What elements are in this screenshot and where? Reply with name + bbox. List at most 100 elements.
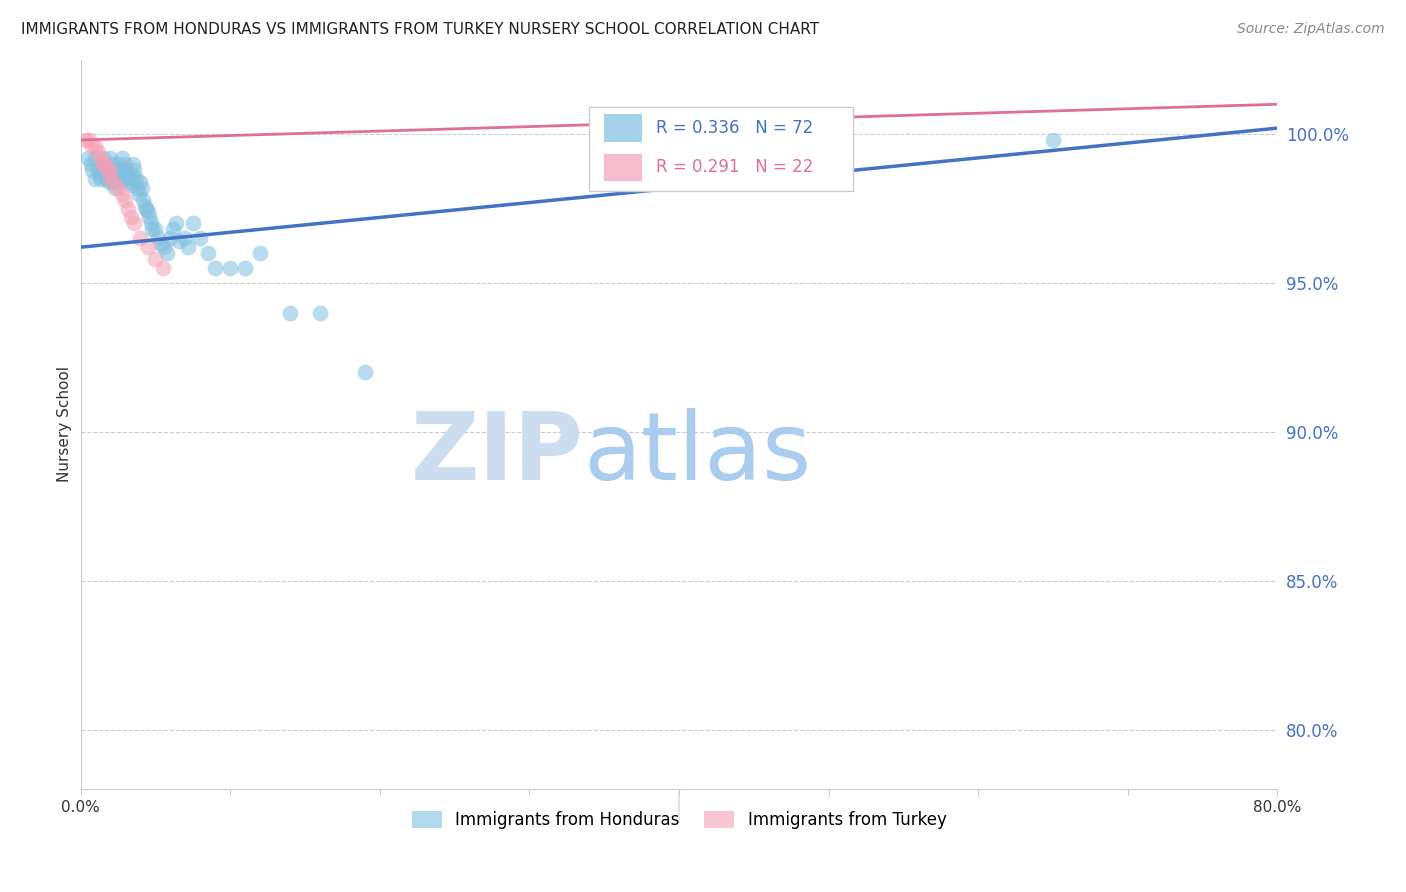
- Point: [101, 157, 124, 171]
- Point: [103, 175, 125, 189]
- Point: [103, 162, 125, 177]
- Point: [138, 211, 160, 225]
- Point: [233, 261, 256, 276]
- Point: [136, 204, 159, 219]
- Point: [100, 151, 122, 165]
- Point: [114, 157, 136, 171]
- Point: [219, 261, 242, 276]
- Point: [114, 193, 136, 207]
- Y-axis label: Nursery School: Nursery School: [58, 367, 72, 483]
- Point: [84, 151, 107, 165]
- Text: Source: ZipAtlas.com: Source: ZipAtlas.com: [1237, 22, 1385, 37]
- Point: [90, 151, 112, 165]
- Point: [111, 151, 134, 165]
- Point: [90, 171, 112, 186]
- Point: [174, 231, 197, 245]
- Point: [111, 162, 134, 177]
- Point: [104, 180, 127, 194]
- Point: [278, 306, 301, 320]
- Point: [249, 246, 271, 260]
- Point: [117, 169, 139, 183]
- Point: [122, 157, 145, 171]
- Legend: Immigrants from Honduras, Immigrants from Turkey: Immigrants from Honduras, Immigrants fro…: [405, 804, 953, 836]
- Text: atlas: atlas: [583, 408, 811, 500]
- Point: [110, 171, 132, 186]
- Text: R = 0.336   N = 72: R = 0.336 N = 72: [657, 119, 814, 137]
- Point: [122, 169, 145, 183]
- Point: [118, 175, 141, 189]
- Point: [91, 151, 114, 165]
- Point: [132, 193, 155, 207]
- Point: [103, 175, 125, 189]
- Point: [96, 162, 118, 177]
- Point: [107, 180, 129, 194]
- Point: [114, 166, 136, 180]
- Point: [94, 166, 117, 180]
- Point: [100, 171, 122, 186]
- Point: [84, 139, 107, 153]
- Point: [107, 169, 129, 183]
- Point: [111, 186, 134, 201]
- Point: [124, 216, 146, 230]
- Point: [76, 133, 98, 147]
- Point: [188, 231, 211, 245]
- Point: [124, 162, 146, 177]
- FancyBboxPatch shape: [603, 153, 643, 181]
- Point: [87, 145, 110, 159]
- Point: [165, 216, 187, 230]
- Point: [125, 171, 148, 186]
- Point: [87, 162, 110, 177]
- Point: [143, 252, 166, 267]
- Point: [135, 202, 157, 216]
- Point: [181, 216, 204, 230]
- FancyBboxPatch shape: [603, 114, 643, 142]
- Point: [1042, 133, 1064, 147]
- Point: [141, 222, 163, 236]
- Point: [91, 162, 114, 177]
- Point: [117, 202, 139, 216]
- Point: [77, 151, 100, 165]
- Point: [129, 175, 152, 189]
- Point: [148, 231, 170, 245]
- Point: [97, 175, 120, 189]
- Point: [82, 139, 104, 153]
- Point: [136, 240, 159, 254]
- Point: [127, 180, 149, 194]
- Point: [96, 162, 118, 177]
- Point: [96, 171, 118, 186]
- Point: [120, 211, 142, 225]
- Point: [129, 231, 152, 245]
- Point: [115, 162, 138, 177]
- Text: ZIP: ZIP: [411, 408, 583, 500]
- Point: [150, 237, 173, 252]
- Point: [93, 157, 115, 171]
- Point: [82, 162, 104, 177]
- Text: IMMIGRANTS FROM HONDURAS VS IMMIGRANTS FROM TURKEY NURSERY SCHOOL CORRELATION CH: IMMIGRANTS FROM HONDURAS VS IMMIGRANTS F…: [21, 22, 820, 37]
- Point: [100, 171, 122, 186]
- Point: [79, 133, 101, 147]
- Point: [112, 171, 135, 186]
- Point: [100, 162, 122, 177]
- Point: [93, 157, 115, 171]
- Point: [167, 234, 190, 248]
- Point: [108, 162, 131, 177]
- Point: [153, 240, 176, 254]
- Point: [80, 157, 103, 171]
- FancyBboxPatch shape: [589, 107, 852, 191]
- Point: [143, 222, 166, 236]
- Text: R = 0.291   N = 22: R = 0.291 N = 22: [657, 159, 814, 177]
- Point: [128, 186, 150, 201]
- Point: [152, 261, 174, 276]
- Point: [162, 222, 184, 236]
- Point: [131, 180, 153, 194]
- Point: [309, 306, 332, 320]
- Point: [204, 261, 226, 276]
- Point: [84, 171, 107, 186]
- Point: [177, 240, 200, 254]
- Point: [197, 246, 219, 260]
- Point: [120, 178, 142, 192]
- Point: [139, 216, 162, 230]
- Point: [100, 162, 122, 177]
- Point: [134, 198, 156, 212]
- Point: [89, 169, 111, 183]
